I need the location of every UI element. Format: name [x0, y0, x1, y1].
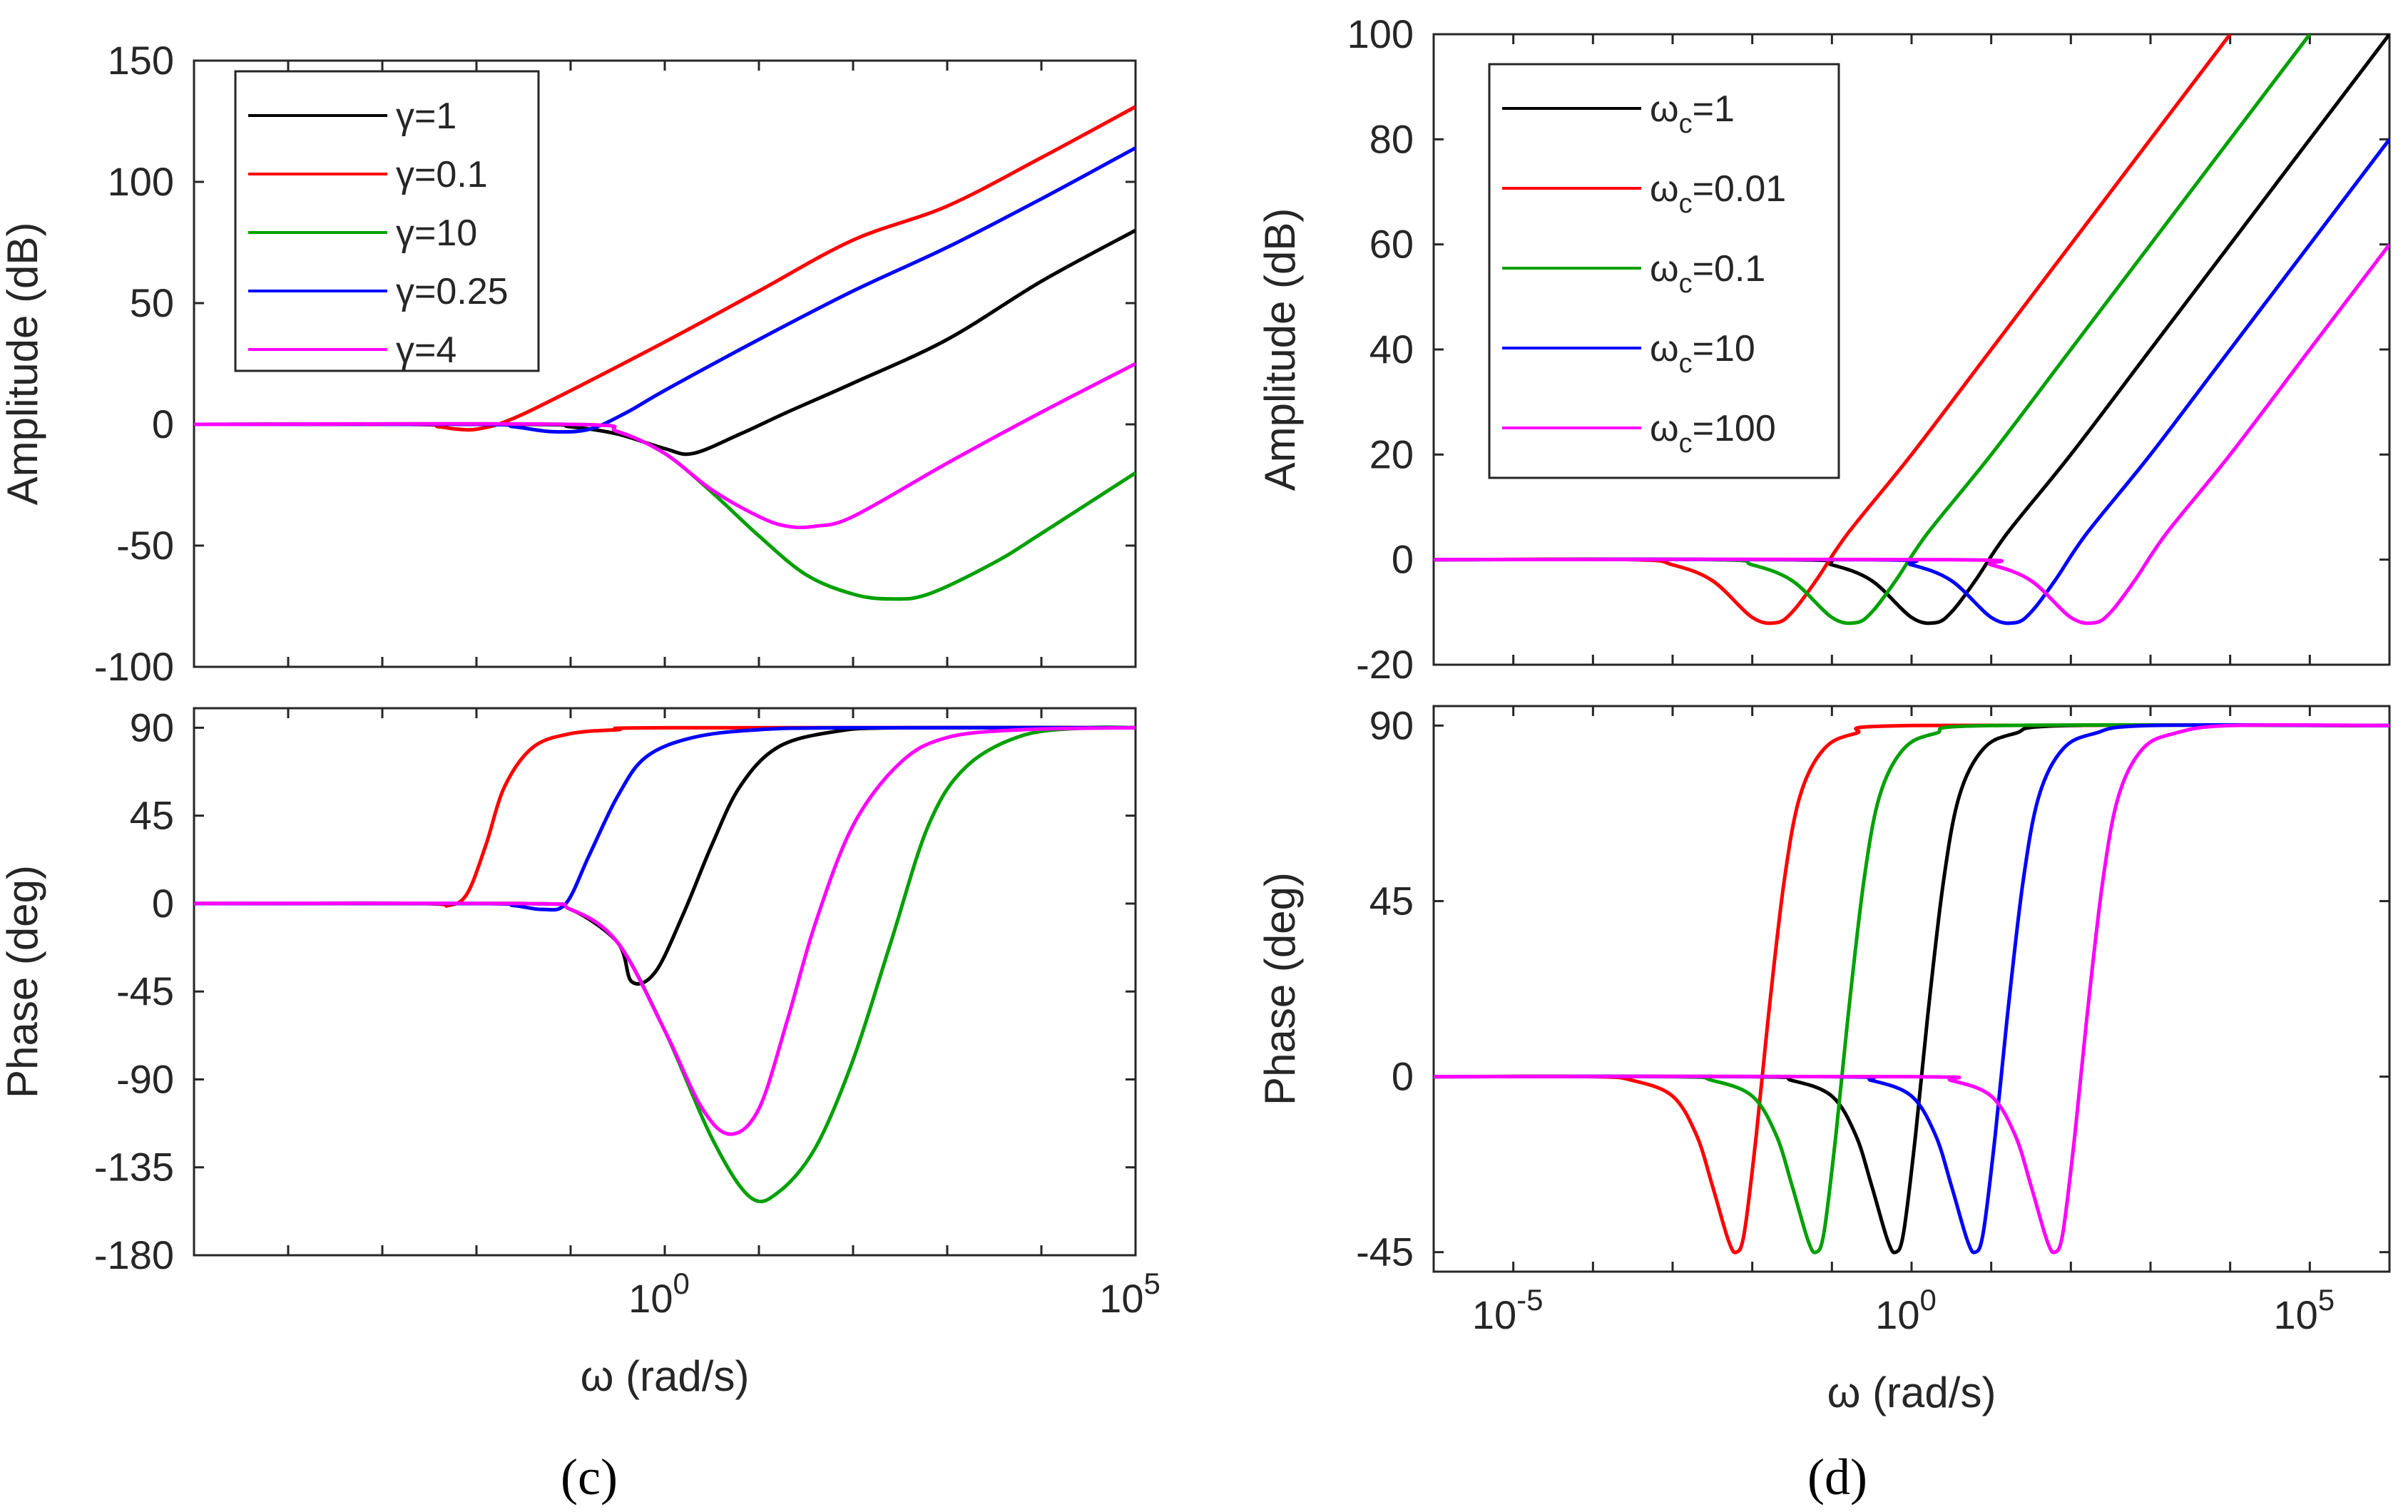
- series-group: [194, 105, 1136, 601]
- y-tick-label: -100: [94, 644, 174, 689]
- caption-d: (d): [1807, 1449, 1867, 1506]
- y-axis-label: Phase (deg): [1256, 872, 1304, 1105]
- legend-label-omega: ω: [1650, 408, 1679, 449]
- legend-label: γ=0.1: [396, 154, 488, 195]
- y-axis-label: Amplitude (dB): [1256, 208, 1304, 491]
- y-tick-label: 0: [152, 402, 174, 446]
- axes-frame: [193, 707, 1137, 1257]
- series-line-4: [194, 725, 1136, 1136]
- y-tick-label: 100: [108, 159, 174, 204]
- legend-label-omega: ω: [1650, 328, 1679, 369]
- legend-label-value: =0.01: [1693, 168, 1787, 210]
- x-tick-label: 10-5: [1472, 1283, 1544, 1337]
- series-line-c-0-01: [1434, 34, 2232, 625]
- legend-label: γ=0.25: [396, 271, 509, 312]
- legend-label-omega: ω: [1650, 88, 1679, 130]
- x-tick-label: 100: [1875, 1283, 1937, 1337]
- x-tick-exponent: 5: [2318, 1283, 2335, 1317]
- series-line-c-0-1: [1434, 723, 2389, 1255]
- axes-frame: [1432, 705, 2391, 1273]
- y-tick-label: -135: [94, 1145, 174, 1190]
- series-group: [1434, 723, 2389, 1255]
- y-tick-label: 90: [1369, 703, 1414, 747]
- legend-label-subscript: c: [1679, 109, 1693, 139]
- x-tick-base: 10: [1472, 1292, 1516, 1337]
- legend-label-subscript: c: [1679, 429, 1693, 459]
- x-tick-label: 105: [2274, 1283, 2335, 1337]
- x-axis-label: ω (rad/s): [1827, 1369, 1996, 1416]
- legend-label-value: =10: [1693, 328, 1755, 369]
- y-tick-label: 90: [130, 705, 174, 750]
- series-line-c-100: [1434, 723, 2389, 1255]
- x-tick-label: 100: [628, 1267, 690, 1321]
- series-group: [1434, 34, 2389, 625]
- x-axis-label: ω (rad/s): [581, 1352, 750, 1400]
- legend-label-value: =1: [1693, 88, 1735, 130]
- legend-label: ωc=10: [1650, 328, 1755, 379]
- x-tick-exponent: 0: [673, 1267, 689, 1300]
- legend-label-value: =100: [1693, 408, 1776, 449]
- legend-label: γ=4: [396, 330, 456, 371]
- x-tick-base: 10: [1099, 1276, 1143, 1321]
- y-tick-label: 60: [1369, 222, 1414, 267]
- caption-c: (c): [561, 1449, 618, 1506]
- y-axis-label: Phase (deg): [0, 865, 46, 1098]
- legend-label: ωc=1: [1650, 88, 1735, 139]
- y-tick-label: -90: [116, 1056, 174, 1101]
- x-tick-base: 10: [2274, 1292, 2318, 1337]
- legend-label-subscript: c: [1679, 349, 1693, 379]
- y-tick-label: -180: [94, 1232, 174, 1277]
- legend-label: ωc=0.01: [1650, 168, 1786, 219]
- y-tick-label: 100: [1347, 11, 1414, 56]
- series-group: [194, 725, 1136, 1204]
- y-tick-label: 45: [130, 793, 174, 838]
- y-tick-label: -50: [116, 523, 174, 568]
- legend-label: γ=1: [396, 96, 456, 137]
- series-line-c-100: [1434, 243, 2389, 625]
- legend: γ=1 γ=0.1 γ=10 γ=0.25 γ=4: [234, 70, 540, 372]
- y-tick-label: -20: [1356, 642, 1414, 687]
- y-tick-label: 50: [130, 280, 174, 325]
- legend-label: ωc=0.1: [1650, 248, 1765, 299]
- y-tick-label: -45: [116, 969, 174, 1013]
- y-tick-label: 20: [1369, 431, 1414, 476]
- y-tick-label: 80: [1369, 116, 1414, 161]
- legend-label-value: =0.1: [1693, 248, 1766, 290]
- legend-label-subscript: c: [1679, 189, 1693, 219]
- x-tick-base: 10: [1875, 1292, 1919, 1337]
- legend-label-subscript: c: [1679, 269, 1693, 299]
- y-tick-label: 40: [1369, 327, 1414, 372]
- series-line-c-0-01: [1434, 723, 2389, 1255]
- series-line-4: [194, 362, 1136, 530]
- y-tick-label: 0: [1392, 537, 1414, 582]
- legend-label: γ=10: [396, 213, 477, 254]
- series-line-c-0-1: [1434, 34, 2312, 625]
- legend-label-omega: ω: [1650, 248, 1679, 290]
- legend-box: [234, 70, 540, 372]
- x-tick-exponent: -5: [1516, 1283, 1543, 1317]
- y-tick-label: 0: [152, 881, 174, 926]
- legend-box: [1488, 63, 1840, 479]
- y-tick-label: 45: [1369, 878, 1414, 923]
- y-tick-label: 0: [1392, 1054, 1414, 1099]
- series-line-c-1: [1434, 723, 2389, 1255]
- y-tick-label: 150: [108, 38, 174, 83]
- legend-label-omega: ω: [1650, 168, 1679, 210]
- y-axis-label: Amplitude (dB): [0, 223, 46, 506]
- x-tick-base: 10: [628, 1276, 673, 1321]
- x-tick-label: 105: [1099, 1267, 1160, 1321]
- x-tick-exponent: 5: [1143, 1267, 1160, 1300]
- y-tick-label: -45: [1356, 1230, 1414, 1275]
- legend-label: ωc=100: [1650, 408, 1776, 459]
- x-tick-exponent: 0: [1919, 1283, 1936, 1317]
